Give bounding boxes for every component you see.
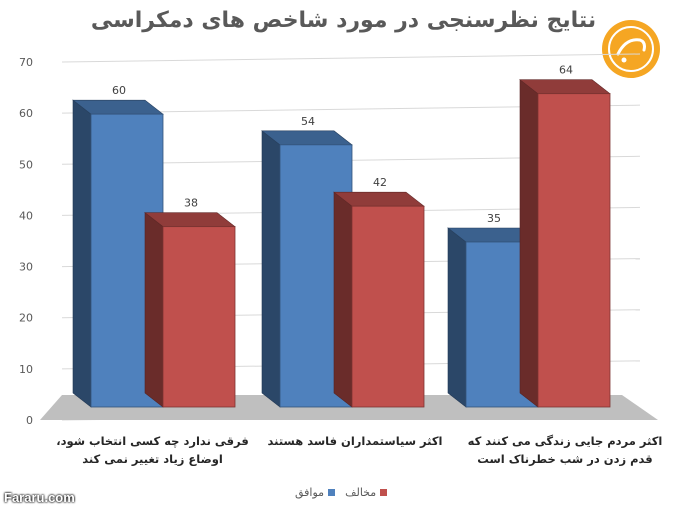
legend-swatch-agree	[328, 489, 336, 496]
y-tick-label: 60	[19, 107, 33, 120]
data-label: 38	[184, 197, 198, 210]
data-label: 64	[559, 64, 573, 77]
y-tick-label: 50	[19, 158, 33, 171]
category-label: اکثر مردم جایی زندگی می کنند که قدم زدن …	[467, 434, 663, 466]
legend-item-agree: موافق	[295, 486, 336, 499]
bar-side	[519, 79, 539, 408]
bar	[537, 93, 611, 408]
legend: موافق مخالف	[295, 486, 388, 499]
y-tick-label: 0	[26, 414, 33, 427]
y-tick-label: 20	[19, 312, 33, 325]
bar-side	[447, 227, 467, 408]
legend-label-disagree: مخالف	[345, 486, 377, 499]
category-label: اکثر سیاستمداران فاسد هستند	[267, 434, 443, 448]
y-tick-label: 30	[19, 261, 33, 274]
data-label: 42	[373, 176, 387, 189]
watermark: Fararu.com	[4, 490, 75, 505]
data-label: 54	[301, 115, 315, 128]
bar-side	[261, 130, 281, 408]
legend-item-disagree: مخالف	[345, 486, 388, 499]
fararu-logo	[602, 20, 660, 78]
chart-title: نتایج نظرسنجی در مورد شاخص های دمکراسی	[90, 8, 597, 33]
bar	[162, 226, 236, 408]
data-label: 60	[112, 84, 126, 97]
legend-label-agree: موافق	[295, 486, 325, 499]
legend-swatch-disagree	[380, 489, 388, 496]
gridline	[61, 53, 641, 63]
y-tick-label: 10	[19, 363, 33, 376]
data-label: 35	[487, 212, 501, 225]
bar-side	[144, 212, 164, 408]
bar-side	[333, 191, 353, 408]
y-tick-label: 70	[19, 56, 33, 69]
bar-side	[72, 99, 92, 408]
bar	[351, 205, 425, 408]
y-tick-label: 40	[19, 209, 33, 222]
category-label: فرقی ندارد چه کسی انتخاب شود، اوضاع زیاد…	[56, 434, 249, 466]
